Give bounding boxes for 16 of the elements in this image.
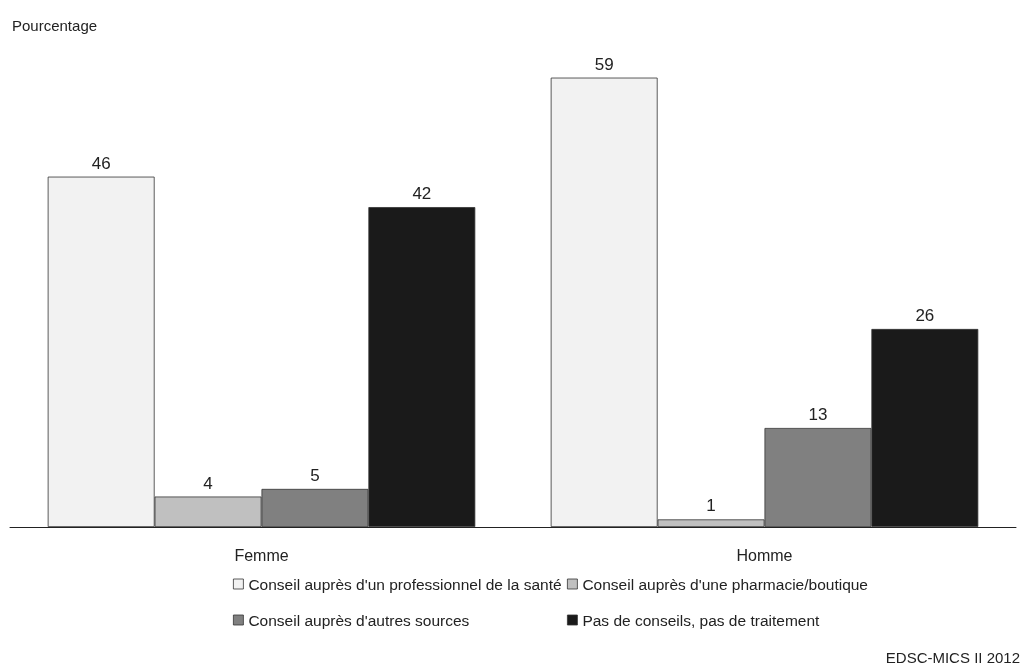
x-tick-label: Homme [736, 546, 793, 564]
legend-label: Conseil auprès d'autres sources [248, 611, 470, 629]
legend-label: Pas de conseils, pas de traitement [582, 611, 821, 629]
data-label: 5 [310, 465, 320, 485]
y-axis-title: Pourcentage [12, 17, 98, 34]
data-label: 26 [915, 305, 935, 325]
text: EDSC-MICS II 2012 [885, 649, 1021, 666]
legend-label: Conseil auprès d'une pharmacie/boutique [582, 575, 868, 593]
data-label: 13 [808, 404, 828, 424]
x-tick-label: Femme [234, 546, 289, 564]
legend-label: Conseil auprès d'un professionnel de la santé [248, 575, 562, 593]
data-label: 1 [706, 496, 716, 516]
data-label: 59 [594, 54, 614, 74]
data-label: 46 [91, 153, 111, 173]
data-label: 4 [203, 473, 213, 493]
data-label: 42 [412, 184, 432, 204]
